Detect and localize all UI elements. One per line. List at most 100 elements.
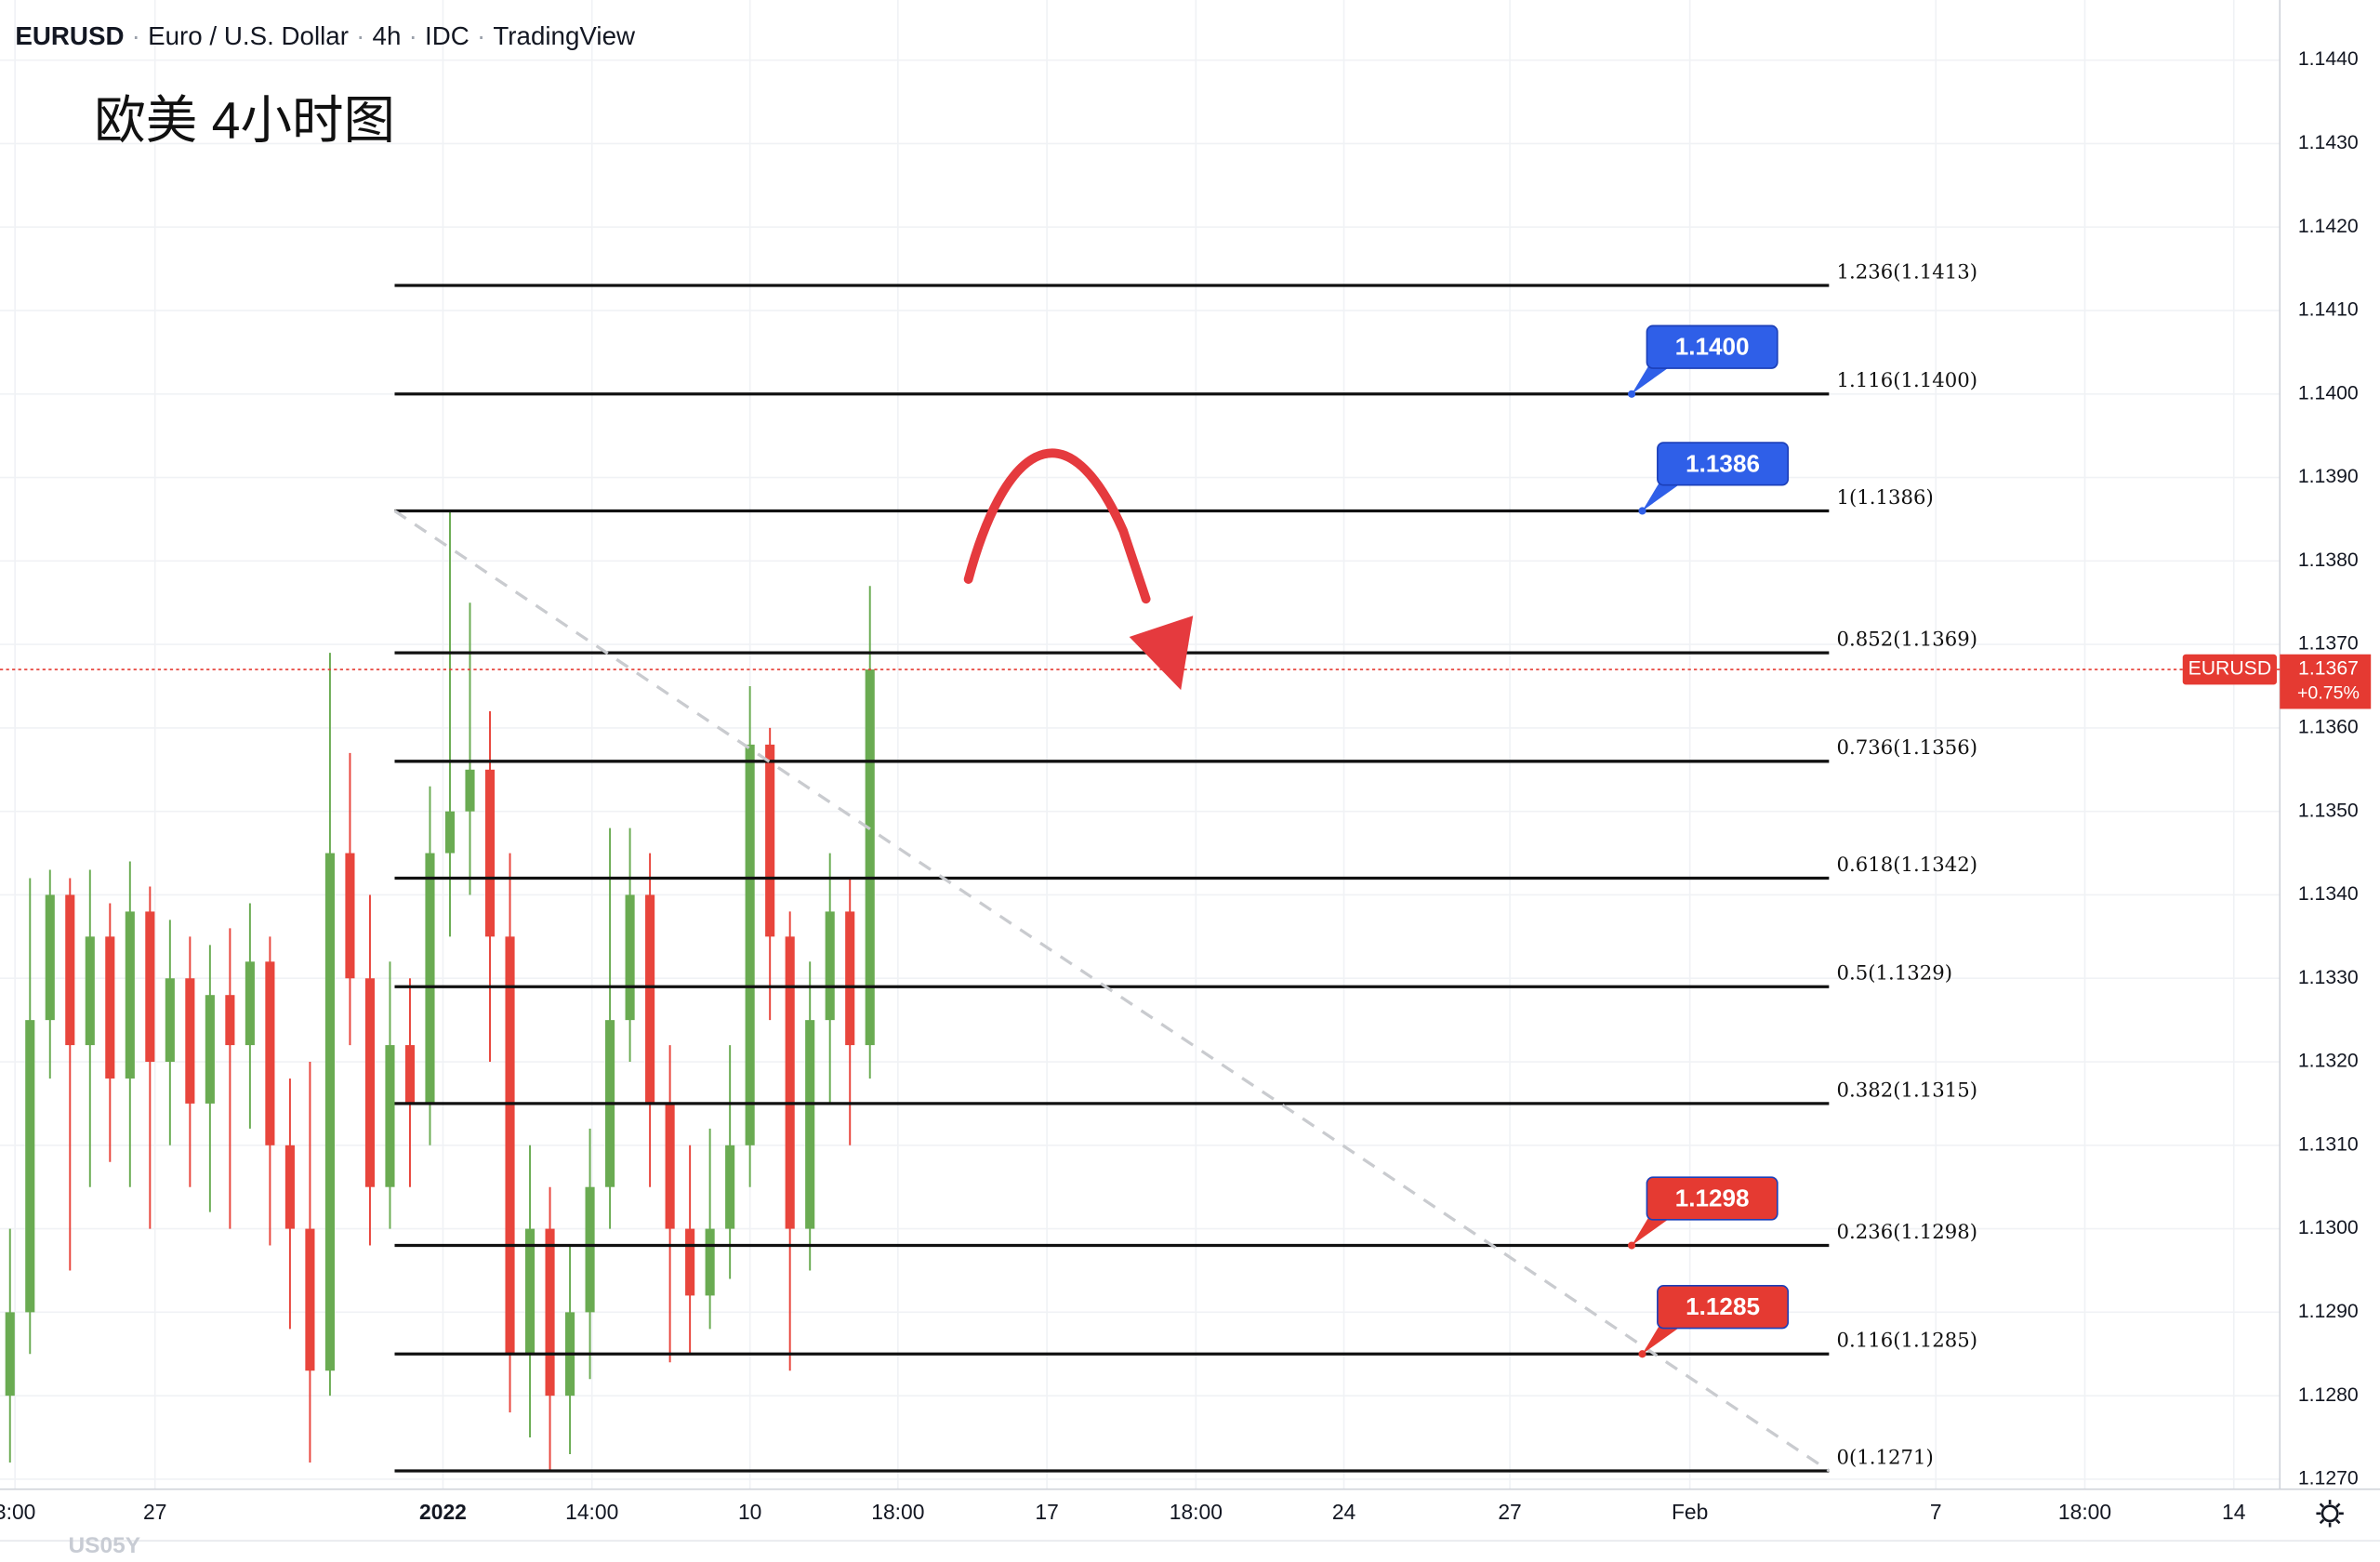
candle-body — [345, 853, 355, 979]
candle-body — [825, 911, 835, 1021]
callout-pointer — [1632, 364, 1674, 394]
y-tick-label: 1.1350 — [2298, 800, 2359, 821]
settings-icon[interactable] — [2316, 1500, 2344, 1528]
fib-label: 0.852(1.1369) — [1837, 629, 1978, 652]
candle-body — [545, 1228, 555, 1397]
candle-body — [5, 1312, 15, 1397]
y-tick-label: 1.1370 — [2298, 633, 2359, 655]
fib-label: 0.236(1.1298) — [1837, 1221, 1978, 1244]
candle-body — [65, 894, 75, 1046]
fib-label: 0.736(1.1356) — [1837, 736, 1978, 760]
callout-anchor — [1628, 1241, 1636, 1250]
candle-body — [484, 769, 496, 937]
x-tick-label: 27 — [143, 1500, 166, 1524]
callout-box — [1646, 1176, 1778, 1221]
y-tick-label: 1.1340 — [2298, 883, 2359, 905]
candle-body — [845, 911, 855, 1046]
x-tick-label: 18:00 — [1170, 1500, 1223, 1524]
candle-body — [465, 769, 475, 812]
candle-body — [364, 978, 376, 1187]
candle-body — [105, 936, 115, 1079]
candle-body — [765, 744, 775, 937]
candle-body — [225, 995, 235, 1046]
header[interactable]: EURUSD · Euro / U.S. Dollar · 4h · IDC · Trading… — [15, 21, 636, 50]
candle-body — [145, 911, 155, 1063]
candle-body — [305, 1228, 315, 1371]
callout-label: 1.1285 — [1686, 1292, 1760, 1320]
candle-body — [385, 1045, 395, 1187]
y-tick-label: 1.1270 — [2298, 1468, 2359, 1489]
candle-body — [25, 1020, 35, 1313]
candle-body — [505, 936, 515, 1355]
y-tick-label: 1.1410 — [2298, 299, 2359, 321]
candle-body — [745, 744, 755, 1145]
callout-box — [1657, 442, 1790, 486]
x-tick-label: 18:00 — [871, 1500, 924, 1524]
callout: 1.1285 — [1638, 1285, 1790, 1358]
y-tick-label: 1.1380 — [2298, 549, 2359, 571]
candle-body — [265, 961, 275, 1145]
candle-body — [705, 1228, 715, 1296]
x-tick-label: 3:00 — [0, 1500, 35, 1524]
candle-body — [125, 911, 135, 1079]
y-tick-label: 1.1290 — [2298, 1301, 2359, 1322]
source: IDC — [425, 21, 469, 50]
candle-body — [425, 853, 435, 1104]
trend-line — [393, 510, 1831, 1473]
x-tick-label: 14:00 — [565, 1500, 618, 1524]
candle-body — [625, 894, 635, 1021]
callout-label: 1.1298 — [1675, 1185, 1750, 1212]
y-tick-label: 1.1280 — [2298, 1384, 2359, 1406]
x-tick-label: 17 — [1035, 1500, 1058, 1524]
callout-anchor — [1638, 1350, 1646, 1358]
fib-label: 0.618(1.1342) — [1837, 854, 1978, 877]
candle-body — [785, 936, 795, 1229]
x-tick-label: 2022 — [419, 1500, 467, 1524]
candle-body — [404, 1045, 416, 1104]
y-tick-label: 1.1400 — [2298, 382, 2359, 404]
symbol-tag — [2182, 654, 2277, 685]
fib-label: 1.236(1.1413) — [1837, 261, 1978, 285]
callout-box — [1657, 1285, 1790, 1330]
x-tick-label: 7 — [1930, 1500, 1942, 1524]
candle-body — [665, 1103, 675, 1229]
candle-body — [284, 1145, 295, 1229]
callout-box — [1646, 324, 1778, 369]
y-tick-label: 1.1320 — [2298, 1051, 2359, 1072]
fib-label: 0(1.1271) — [1837, 1446, 1934, 1469]
symbol-tag-label: EURUSD — [2188, 658, 2272, 680]
candle-body — [444, 811, 456, 854]
y-tick-label: 1.1440 — [2298, 48, 2359, 70]
x-tick-label: 27 — [1498, 1500, 1521, 1524]
symbol-name: Euro / U.S. Dollar — [148, 21, 349, 50]
candle-body — [205, 995, 215, 1104]
candle-body — [645, 894, 655, 1104]
arrow-head — [1129, 616, 1194, 691]
candle-body — [685, 1228, 695, 1296]
price-tag — [2280, 654, 2372, 709]
y-tick-label: 1.1330 — [2298, 967, 2359, 988]
candle-body — [805, 1020, 815, 1229]
callout-anchor — [1628, 390, 1636, 398]
fib-label: 1.116(1.1400) — [1837, 369, 1978, 392]
y-tick-label: 1.1420 — [2298, 216, 2359, 237]
candle-body — [865, 669, 875, 1046]
y-tick-label: 1.1390 — [2298, 466, 2359, 487]
x-tick-label: 14 — [2222, 1500, 2246, 1524]
y-tick-label: 1.1310 — [2298, 1133, 2359, 1155]
candle-body — [85, 936, 95, 1046]
fib-label: 1(1.1386) — [1837, 486, 1934, 510]
fib-label: 0.382(1.1315) — [1837, 1079, 1978, 1102]
callout-label: 1.1386 — [1686, 449, 1760, 477]
candle-body — [185, 978, 195, 1104]
interval: 4h — [373, 21, 402, 50]
chart-title: 欧美 4小时图 — [94, 91, 395, 149]
fib-label: 0.5(1.1329) — [1837, 962, 1953, 986]
price-tag-change: +0.75% — [2297, 682, 2360, 703]
fib-label: 0.116(1.1285) — [1837, 1330, 1978, 1353]
candle-body — [725, 1145, 735, 1229]
arrow-curve — [963, 448, 1151, 604]
candle-body — [585, 1186, 595, 1313]
